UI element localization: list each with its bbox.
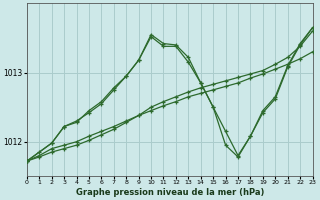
X-axis label: Graphe pression niveau de la mer (hPa): Graphe pression niveau de la mer (hPa) (76, 188, 264, 197)
